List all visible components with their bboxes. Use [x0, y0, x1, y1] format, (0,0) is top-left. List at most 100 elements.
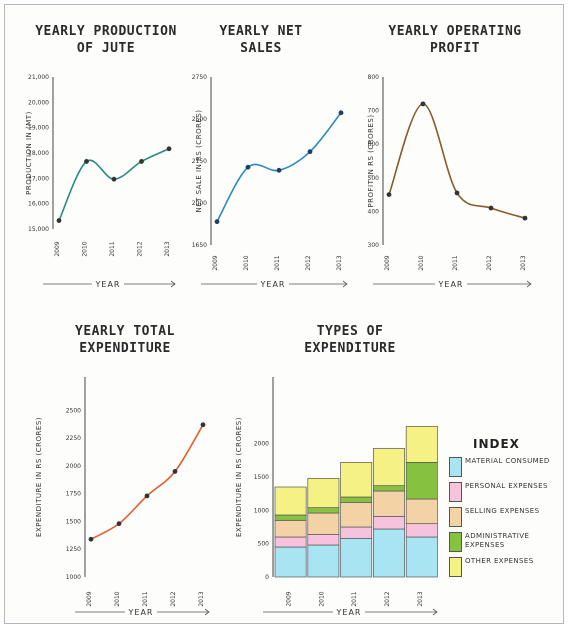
jute-y-tick-label: 17,000: [28, 175, 49, 182]
sales-x-tick-label: 2013: [336, 255, 343, 270]
types-y-tick-label: 500: [258, 541, 270, 548]
sales-title: YEARLY NET SALES: [201, 23, 321, 57]
types-title: TYPES OF EXPENDITURE: [275, 323, 425, 357]
types-x-axis-arrowhead: [432, 608, 438, 616]
sales-data-point: [307, 149, 313, 155]
expenditure-y-tick-label: 1250: [66, 546, 81, 553]
jute-x-tick-label: 2009: [54, 241, 61, 256]
types-x-tick-label: 2013: [417, 591, 424, 606]
sales-y-tick-label: 2750: [192, 74, 207, 81]
legend-item: ADMINISTRATIVE EXPENSES: [449, 532, 559, 552]
profit-title: YEARLY OPERATING PROFIT: [365, 23, 545, 57]
figure-frame: YEARLY PRODUCTION OF JUTE YEARLY NET SAL…: [4, 4, 564, 624]
legend-item: OTHER EXPENSES: [449, 557, 559, 577]
sales-x-tick-label: 2012: [305, 255, 312, 270]
profit-title-line-1: YEARLY OPERATING: [388, 24, 522, 39]
expenditure-data-point: [116, 521, 122, 527]
expenditure-x-axis-arrowhead: [204, 608, 210, 616]
legend-swatch: [449, 457, 462, 477]
types-x-tick-label: 2010: [318, 591, 325, 606]
sales-title-line-2: SALES: [240, 41, 282, 56]
expenditure-x-axis-label: YEAR: [128, 608, 154, 617]
legend-label: SELLING EXPENSES: [465, 507, 540, 515]
profit-y-tick-label: 500: [368, 175, 380, 182]
types-x-tick-label: 2009: [286, 591, 293, 606]
profit-data-point: [522, 215, 528, 221]
profit-x-tick-label: 2011: [452, 255, 459, 270]
types-bar-segment: [405, 498, 438, 525]
sales-y-tick-label: 2500: [192, 116, 207, 123]
profit-x-axis-arrowhead: [526, 280, 532, 288]
jute-series-line: [58, 148, 170, 221]
profit-data-point: [454, 190, 460, 196]
jute-data-point: [166, 146, 172, 152]
types-bar-segment: [340, 461, 373, 498]
types-bar-segment: [274, 514, 307, 521]
types-bar-segment: [340, 496, 373, 503]
types-y-tick-label: 2000: [254, 441, 269, 448]
types-bar-segment: [340, 537, 373, 578]
sales-series-line: [216, 112, 342, 223]
jute-y-tick-label: 19,000: [28, 125, 49, 132]
expenditure-x-tick-label: 2013: [198, 591, 205, 606]
expenditure-data-point: [88, 536, 94, 542]
expenditure-title-line-2: EXPENDITURE: [79, 341, 171, 356]
profit-y-tick-label: 600: [368, 141, 380, 148]
types-bar-segment: [307, 533, 340, 546]
expenditure-y-tick-label: 1500: [66, 518, 81, 525]
legend-title: INDEX: [473, 437, 520, 451]
legend-label: ADMINISTRATIVE EXPENSES: [465, 532, 530, 549]
types-y-tick-label: 1000: [254, 507, 269, 514]
legend-item: SELLING EXPENSES: [449, 507, 559, 527]
types-bar-segment: [340, 526, 373, 539]
expenditure-data-point: [144, 493, 150, 499]
types-bar-segment: [405, 523, 438, 538]
profit-y-tick-label: 700: [368, 108, 380, 115]
sales-y-tick-label: 2000: [192, 200, 207, 207]
types-bar-segment: [373, 447, 405, 487]
expenditure-title-line-1: YEARLY TOTAL: [75, 324, 175, 339]
sales-data-point: [338, 110, 344, 116]
types-bar-segment: [274, 486, 307, 516]
types-bar-segment: [274, 519, 307, 538]
expenditure-y-tick-label: 1750: [66, 491, 81, 498]
sales-y-axis-label: NET SALE IN RS (CRORES): [195, 109, 203, 212]
types-title-line-1: TYPES OF: [316, 324, 384, 339]
types-x-tick-label: 2011: [351, 591, 358, 606]
legend-item: MATERIAL CONSUMED: [449, 457, 559, 477]
types-bar-segment: [307, 477, 340, 509]
jute-x-axis-arrowhead: [170, 280, 176, 288]
profit-series-line: [388, 103, 526, 219]
profit-x-tick-label: 2009: [384, 255, 391, 270]
profit-title-line-2: PROFIT: [430, 41, 480, 56]
profit-data-point: [488, 205, 494, 211]
expenditure-title: YEARLY TOTAL EXPENDITURE: [45, 323, 205, 357]
expenditure-y-tick-label: 2500: [66, 407, 81, 414]
jute-y-tick-label: 20,000: [28, 99, 49, 106]
expenditure-y-tick-label: 2250: [66, 435, 81, 442]
types-bar-segment: [274, 536, 307, 548]
jute-title-line-1: YEARLY PRODUCTION: [35, 24, 177, 39]
expenditure-series-line: [90, 424, 204, 540]
jute-y-tick-label: 15,000: [28, 226, 49, 233]
jute-title-line-2: OF JUTE: [76, 41, 136, 56]
jute-y-tick-label: 21,000: [28, 74, 49, 81]
expenditure-y-tick-label: 2000: [66, 463, 81, 470]
jute-y-axis-label: PRODUCTION IN (MT): [25, 111, 33, 195]
jute-data-point: [139, 159, 144, 164]
sales-x-tick-label: 2010: [243, 255, 250, 270]
jute-title: YEARLY PRODUCTION OF JUTE: [11, 23, 201, 57]
jute-data-point: [84, 159, 89, 164]
profit-x-tick-label: 2013: [520, 255, 527, 270]
profit-data-point: [386, 192, 392, 198]
jute-x-tick-label: 2011: [109, 241, 116, 256]
types-y-tick-label: 1500: [254, 474, 269, 481]
profit-data-point: [420, 101, 426, 107]
jute-data-point: [111, 176, 117, 182]
jute-y-tick-label: 18,000: [28, 150, 49, 157]
types-bar-segment: [405, 461, 438, 500]
profit-x-tick-label: 2012: [486, 255, 493, 270]
expenditure-x-tick-label: 2009: [86, 591, 93, 606]
profit-y-tick-label: 300: [368, 242, 380, 249]
types-bar-segment: [373, 528, 405, 578]
